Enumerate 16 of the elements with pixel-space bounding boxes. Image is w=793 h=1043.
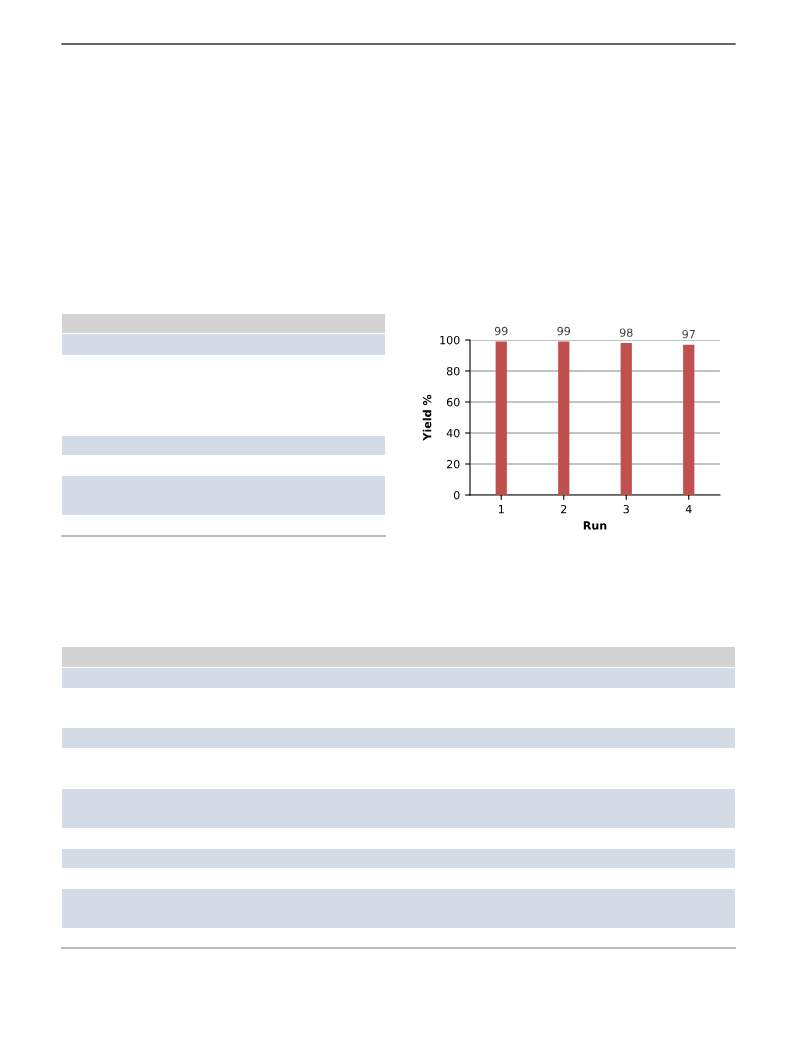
x-tick-label: 3 <box>623 504 629 514</box>
y-tick-label: 80 <box>446 366 460 376</box>
y-tick-label: 0 <box>453 490 460 500</box>
x-tick-label: 2 <box>561 504 567 514</box>
x-tick-label: 1 <box>498 505 504 514</box>
data-label: 98 <box>619 328 633 337</box>
data-label: 99 <box>494 326 508 336</box>
data-label: 99 <box>557 326 571 336</box>
x-tick-label: 4 <box>685 505 692 514</box>
y-axis-title: Yield % <box>422 394 432 441</box>
y-tick-label: 60 <box>446 397 460 407</box>
x-axis-title: Run <box>583 521 607 530</box>
y-tick-label: 40 <box>446 428 460 438</box>
y-tick-label: 20 <box>446 459 460 469</box>
data-label: 97 <box>682 329 695 339</box>
y-tick-label: 100 <box>440 335 460 345</box>
